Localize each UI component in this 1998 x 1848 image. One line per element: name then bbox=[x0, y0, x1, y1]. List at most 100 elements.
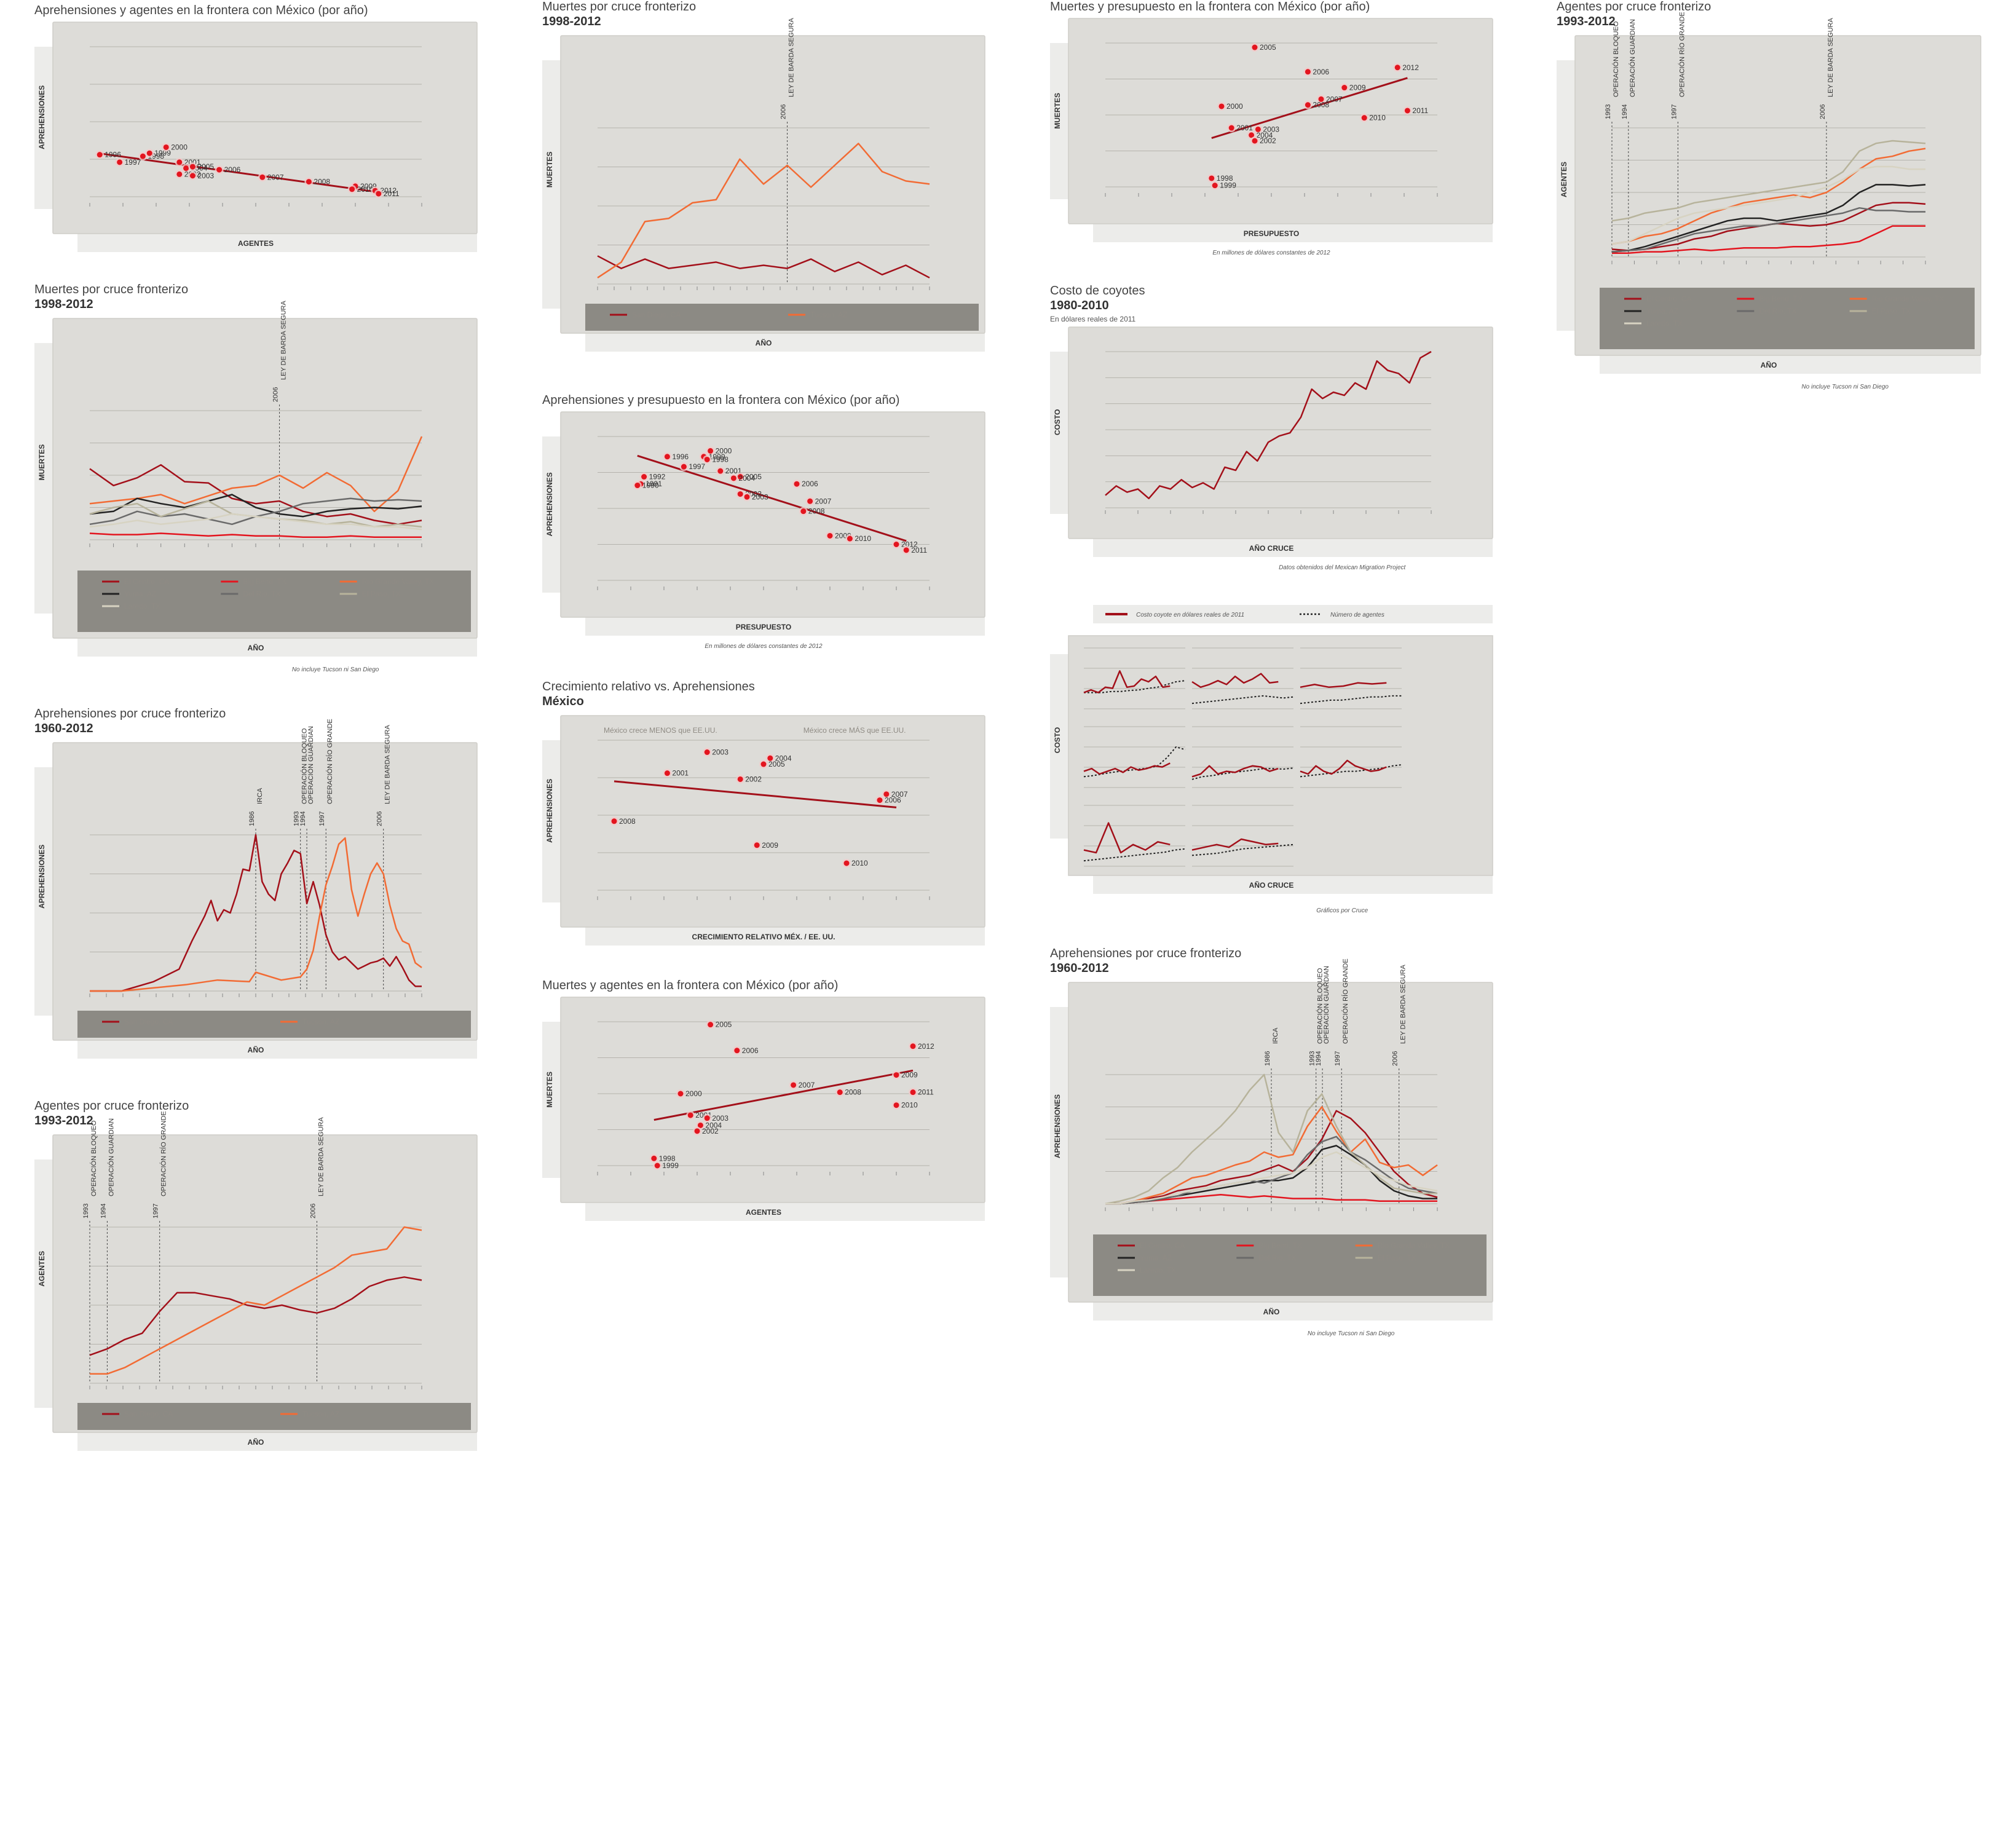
point-label: 2003 bbox=[712, 748, 729, 757]
event-label: OPERACIÓN GUARDIAN bbox=[107, 1118, 115, 1196]
legend-label: El Paso, TX bbox=[362, 590, 401, 598]
data-point bbox=[893, 1072, 899, 1078]
point-label: 2011 bbox=[1412, 106, 1428, 115]
legend-label: Número de agentes bbox=[1330, 612, 1384, 618]
chart-svg: Costo coyote en dólares reales de 2011 Nú… bbox=[1050, 605, 1493, 914]
point-label: 2009 bbox=[1349, 84, 1366, 92]
x-axis-label: CRECIMIENTO RELATIVO MÉX. / EE. UU. bbox=[692, 932, 835, 941]
series-line bbox=[1105, 350, 1432, 500]
legend-box bbox=[77, 571, 471, 632]
point-label: 2004 bbox=[705, 1121, 722, 1129]
legend-label: Tucson, AZ bbox=[810, 310, 847, 319]
data-point bbox=[163, 144, 169, 150]
data-point bbox=[176, 159, 183, 165]
series-line bbox=[1105, 1110, 1438, 1205]
data-point bbox=[376, 191, 382, 197]
point-label: 2004 bbox=[775, 754, 792, 762]
data-point bbox=[791, 1082, 797, 1088]
data-point bbox=[694, 1128, 700, 1134]
chart-title: Aprehensiones y presupuesto en la fronte… bbox=[542, 393, 900, 407]
annotation-left: México crece MENOS que EE.UU. bbox=[604, 726, 717, 735]
legend-box bbox=[1093, 1234, 1487, 1296]
event-year: 1997 bbox=[1334, 1051, 1341, 1066]
point-label: 2010 bbox=[901, 1101, 918, 1110]
chart-costo-coyotes: Costo de coyotes 1980-2010 En dólares re… bbox=[1050, 284, 1493, 573]
event-label: OPERACIÓN RÍO GRANDE bbox=[1341, 958, 1349, 1044]
data-point bbox=[189, 173, 195, 179]
data-point bbox=[708, 448, 714, 454]
data-point bbox=[827, 532, 833, 539]
point-label: 2006 bbox=[802, 480, 818, 488]
series-line bbox=[89, 532, 422, 539]
data-point bbox=[893, 1102, 899, 1108]
point-label: 2012 bbox=[918, 1042, 934, 1051]
chart-card bbox=[52, 742, 478, 1041]
event-label: LEY DE BARDA SEGURA bbox=[384, 725, 392, 804]
x-axis-label: PRESUPUESTO bbox=[736, 623, 791, 631]
series-line bbox=[1105, 1151, 1438, 1205]
point-label: 1997 bbox=[125, 158, 141, 167]
point-label: 2006 bbox=[1313, 68, 1329, 76]
x-axis-label: AÑO bbox=[248, 643, 264, 652]
data-point bbox=[677, 1091, 684, 1097]
cost-line bbox=[1191, 765, 1279, 778]
y-axis-label: AGENTES bbox=[1560, 162, 1568, 197]
legend-band bbox=[1093, 605, 1493, 623]
data-point bbox=[767, 755, 773, 761]
data-point bbox=[744, 494, 750, 500]
data-point bbox=[1212, 183, 1218, 189]
trend-line bbox=[653, 1069, 914, 1121]
data-point bbox=[737, 474, 743, 480]
data-point bbox=[1255, 126, 1261, 132]
chart-card bbox=[560, 715, 985, 928]
legend-label: Yuma, AZ bbox=[124, 590, 156, 598]
data-point bbox=[847, 535, 853, 542]
point-label: 2007 bbox=[1326, 95, 1343, 103]
data-point bbox=[1394, 65, 1400, 71]
cost-line bbox=[1083, 762, 1171, 775]
agents-line bbox=[1083, 746, 1186, 778]
event-label: LEY DE BARDA SEGURA bbox=[280, 301, 288, 380]
trend-line bbox=[614, 780, 897, 808]
data-point bbox=[1305, 69, 1311, 75]
event-year: 1986 bbox=[248, 811, 256, 826]
chart-svg: COSTO AÑO CRUCE Datos obtenidos del Mexica… bbox=[1050, 326, 1493, 571]
point-label: 2009 bbox=[901, 1071, 918, 1080]
point-label: 2006 bbox=[224, 165, 241, 174]
chart-title: Agentes por cruce fronterizo bbox=[34, 1099, 189, 1113]
series-line bbox=[1611, 140, 1926, 222]
point-label: 2001 bbox=[725, 467, 742, 475]
data-point bbox=[349, 186, 355, 192]
data-point bbox=[794, 481, 800, 487]
data-point bbox=[893, 542, 899, 547]
chart-title: Costo de coyotes bbox=[1050, 284, 1145, 298]
legend-label: Del Rio, TX bbox=[1258, 1254, 1296, 1262]
agents-line bbox=[1191, 843, 1294, 856]
legend-label: Rio Grande Valley, TX bbox=[362, 577, 434, 586]
data-point bbox=[737, 491, 743, 497]
series-line bbox=[1611, 148, 1926, 245]
data-point bbox=[306, 179, 312, 185]
chart-subtitle: México bbox=[542, 695, 584, 708]
event-year: 2006 bbox=[309, 1204, 317, 1218]
event-year: 2006 bbox=[1819, 105, 1826, 119]
legend-box bbox=[77, 1011, 471, 1038]
data-point bbox=[216, 167, 223, 173]
series-line bbox=[89, 513, 422, 531]
data-point bbox=[737, 776, 743, 782]
chart-note: En dólares reales de 2011 bbox=[1050, 315, 1136, 323]
point-label: 2005 bbox=[768, 760, 785, 768]
legend-label: El Centro, CA bbox=[1140, 1241, 1185, 1250]
data-point bbox=[843, 860, 850, 866]
agents-line bbox=[1083, 848, 1186, 862]
data-point bbox=[140, 153, 146, 159]
data-point bbox=[1252, 138, 1258, 144]
event-label: OPERACIÓN GUARDIAN bbox=[1629, 19, 1637, 97]
point-label: 2009 bbox=[762, 841, 778, 850]
chart-svg: MUERTESPRESUPUESTO2005200620122009200720… bbox=[1050, 18, 1493, 256]
point-label: 2010 bbox=[357, 185, 374, 194]
point-label: 2001 bbox=[1236, 124, 1253, 132]
